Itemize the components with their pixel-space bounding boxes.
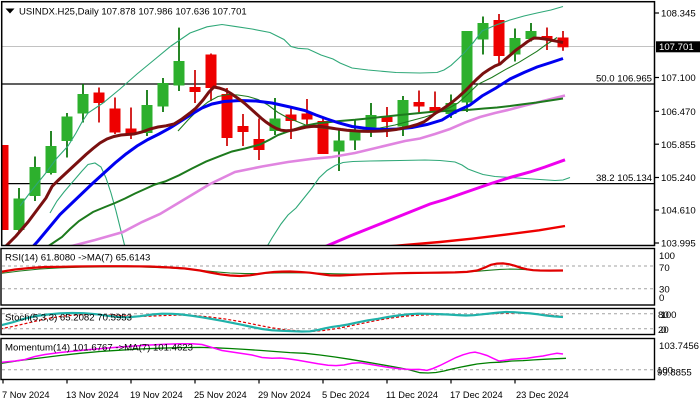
svg-text:30: 30: [659, 285, 670, 296]
svg-text:50.0 106.965: 50.0 106.965: [596, 74, 652, 85]
svg-text:105.240: 105.240: [661, 173, 696, 184]
svg-text:70: 70: [659, 263, 670, 274]
svg-text:7 Nov 2024: 7 Nov 2024: [2, 390, 50, 400]
svg-text:0: 0: [659, 293, 664, 304]
svg-text:107.701: 107.701: [659, 42, 694, 53]
svg-text:105.855: 105.855: [661, 140, 696, 151]
svg-text:38.2 105.134: 38.2 105.134: [596, 173, 653, 184]
svg-text:29 Nov 2024: 29 Nov 2024: [258, 390, 311, 400]
svg-text:5 Dec 2024: 5 Dec 2024: [322, 390, 370, 400]
svg-text:107.100: 107.100: [661, 73, 696, 84]
svg-text:106.470: 106.470: [661, 107, 696, 118]
svg-text:100: 100: [659, 251, 675, 262]
svg-text:99.8855: 99.8855: [657, 368, 692, 379]
svg-text:80: 80: [658, 310, 669, 321]
svg-text:108.345: 108.345: [661, 9, 696, 20]
svg-text:103.995: 103.995: [661, 239, 696, 250]
svg-text:Momentum(14) 101.6767 ->MA(7): Momentum(14) 101.6767 ->MA(7) 101.4623: [5, 343, 193, 354]
svg-text:20: 20: [658, 325, 669, 336]
svg-text:11 Dec 2024: 11 Dec 2024: [386, 390, 438, 400]
svg-text:17 Dec 2024: 17 Dec 2024: [450, 390, 503, 400]
svg-text:USINDX.H25,Daily 107.878 107.: USINDX.H25,Daily 107.878 107.986 107.636…: [19, 7, 247, 18]
svg-text:103.7456: 103.7456: [659, 341, 699, 352]
svg-text:100: 100: [657, 366, 673, 377]
svg-text:0: 0: [661, 325, 666, 336]
svg-text:19 Nov 2024: 19 Nov 2024: [130, 390, 183, 400]
svg-text:RSI(14) 61.8080 ->MA(7) 65.61: RSI(14) 61.8080 ->MA(7) 65.6143: [5, 253, 150, 264]
svg-text:Stoch(5,3,3) 65.2082 70.5953: Stoch(5,3,3) 65.2082 70.5953: [5, 313, 132, 324]
svg-text:100: 100: [661, 310, 677, 321]
svg-text:104.610: 104.610: [661, 206, 696, 217]
svg-text:13 Nov 2024: 13 Nov 2024: [66, 390, 119, 400]
svg-text:23 Dec 2024: 23 Dec 2024: [516, 390, 569, 400]
svg-text:25 Nov 2024: 25 Nov 2024: [194, 390, 247, 400]
